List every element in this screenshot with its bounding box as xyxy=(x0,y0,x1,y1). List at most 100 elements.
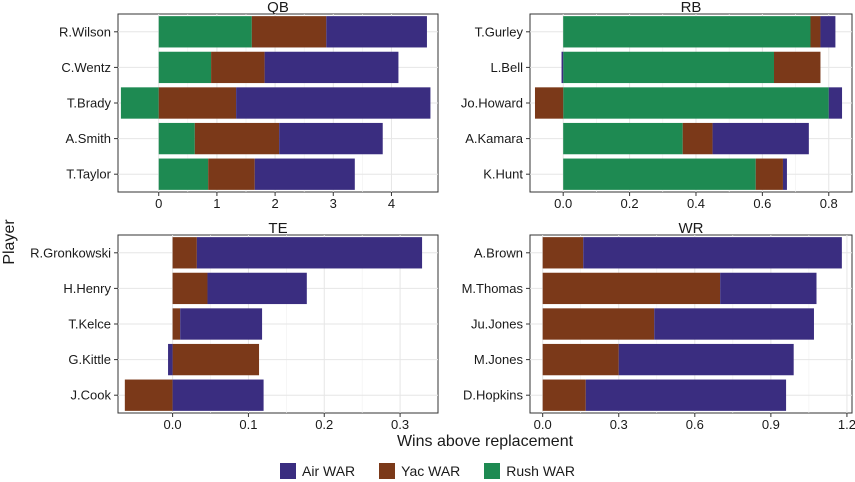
bar-yac-war xyxy=(755,158,783,190)
bar-air-war xyxy=(820,16,836,48)
y-tick-label: D.Hopkins xyxy=(463,388,523,403)
bar-air-war xyxy=(236,87,431,119)
y-tick-label: T.Brady xyxy=(67,96,112,111)
x-tick-label: 0.1 xyxy=(239,417,257,432)
panel-strip xyxy=(530,0,852,14)
legend-key-yac xyxy=(379,463,396,479)
bar-air-war xyxy=(326,16,427,48)
bar-rush-war xyxy=(563,16,811,48)
bar-air-war xyxy=(585,379,787,411)
bar-rush-war xyxy=(158,122,195,155)
bar-air-war xyxy=(279,122,383,155)
bar-air-war xyxy=(828,87,843,119)
bar-yac-war xyxy=(810,16,821,48)
bar-air-war xyxy=(712,122,809,155)
bar-yac-war xyxy=(542,343,619,376)
legend-label-yac: Yac WAR xyxy=(401,463,461,479)
bar-yac-war xyxy=(542,272,721,305)
bar-yac-war xyxy=(172,343,260,376)
y-tick-label: T.Taylor xyxy=(66,167,111,182)
bar-air-war xyxy=(720,272,817,305)
legend-key-rush xyxy=(484,463,501,479)
legend-key-air xyxy=(280,463,296,479)
bar-rush-war xyxy=(120,87,159,119)
y-tick-label: G.Kittle xyxy=(68,352,111,367)
bar-yac-war xyxy=(542,308,655,340)
bar-yac-war xyxy=(208,158,255,190)
bar-rush-war xyxy=(563,87,829,119)
y-tick-label: A.Smith xyxy=(65,131,111,146)
panel-te: TE 0.0 0.1 0.2 0.3 R.Gronkowski H.Henry T.Kelce… xyxy=(30,220,439,432)
x-tick-label: 0.9 xyxy=(762,417,780,432)
y-tick-label: M.Jones xyxy=(474,352,524,367)
panel-qb: QB 0 1 2 3 4 R.Wilson C.Wentz T.Brady A.Smith T.Ta… xyxy=(59,0,439,211)
x-tick-label: 2 xyxy=(271,196,278,211)
x-tick-label: 0.0 xyxy=(164,417,182,432)
bar-air-war xyxy=(172,379,264,411)
panel-strip xyxy=(118,221,438,235)
panel-title: WR xyxy=(679,220,704,237)
y-tick-label: H.Henry xyxy=(63,281,111,296)
y-tick-label: R.Wilson xyxy=(59,24,111,39)
x-tick-label: 0 xyxy=(155,196,162,211)
bar-air-war xyxy=(207,272,307,305)
bar-air-war xyxy=(180,308,263,340)
x-tick-label: 3 xyxy=(330,196,337,211)
legend: Air WAR Yac WAR Rush WAR xyxy=(0,460,855,482)
bar-rush-war xyxy=(158,158,209,190)
bar-yac-war xyxy=(542,379,586,411)
bar-yac-war xyxy=(211,51,265,84)
y-tick-label: Ju.Jones xyxy=(471,317,524,332)
bar-air-war xyxy=(583,237,842,269)
bar-yac-war xyxy=(172,272,208,305)
bar-yac-war xyxy=(172,308,181,340)
panel-rb: RB 0.0 0.2 0.4 0.6 0.8 T.Gurley L.Bell Jo.Howard… xyxy=(461,0,853,211)
x-tick-label: 0.8 xyxy=(820,196,838,211)
legend-item-air: Air WAR xyxy=(280,463,355,479)
panel-wr: WR 0.0 0.3 0.6 0.9 1.2 A.Brown M.Thomas Ju.Jones… xyxy=(462,220,855,432)
y-tick-label: A.Kamara xyxy=(465,131,524,146)
bar-rush-war xyxy=(158,51,212,84)
y-tick-label: K.Hunt xyxy=(483,167,523,182)
x-tick-label: 4 xyxy=(388,196,395,211)
x-tick-label: 0.0 xyxy=(554,196,572,211)
bar-rush-war xyxy=(563,122,683,155)
legend-item-rush: Rush WAR xyxy=(484,463,575,479)
bar-air-war xyxy=(618,343,794,376)
panel-title: RB xyxy=(681,0,702,16)
legend-item-yac: Yac WAR xyxy=(379,463,460,479)
y-tick-label: M.Thomas xyxy=(462,281,524,296)
bar-air-war xyxy=(654,308,814,340)
x-tick-label: 0.6 xyxy=(753,196,771,211)
x-tick-label: 0.2 xyxy=(315,417,333,432)
bar-yac-war xyxy=(542,237,584,269)
panel-title: TE xyxy=(268,220,287,237)
bar-air-war xyxy=(264,51,399,84)
bar-yac-war xyxy=(682,122,713,155)
x-tick-label: 0.6 xyxy=(686,417,704,432)
bar-yac-war xyxy=(124,379,173,411)
bar-yac-war xyxy=(773,51,821,84)
war-chart: Player Wins above replacement QB 0 1 2 3 4 R.W… xyxy=(1,0,855,450)
bar-air-war xyxy=(168,343,173,376)
y-tick-label: Jo.Howard xyxy=(461,96,523,111)
y-tick-label: J.Cook xyxy=(71,388,112,403)
x-tick-label: 1.2 xyxy=(838,417,855,432)
y-tick-label: R.Gronkowski xyxy=(30,245,111,260)
bar-air-war xyxy=(782,158,787,190)
x-tick-label: 1 xyxy=(213,196,220,211)
bar-air-war xyxy=(254,158,355,190)
x-tick-label: 0.4 xyxy=(687,196,705,211)
bar-yac-war xyxy=(172,237,197,269)
panel-strip xyxy=(530,221,852,235)
panel-title: QB xyxy=(267,0,289,16)
bar-rush-war xyxy=(158,16,252,48)
bar-yac-war xyxy=(158,87,237,119)
bar-air-war xyxy=(561,51,564,84)
panel-strip xyxy=(118,0,438,14)
legend-label-air: Air WAR xyxy=(302,463,356,479)
bar-rush-war xyxy=(563,158,756,190)
x-tick-label: 0.2 xyxy=(621,196,639,211)
y-tick-label: T.Gurley xyxy=(475,24,524,39)
x-tick-label: 0.0 xyxy=(534,417,552,432)
